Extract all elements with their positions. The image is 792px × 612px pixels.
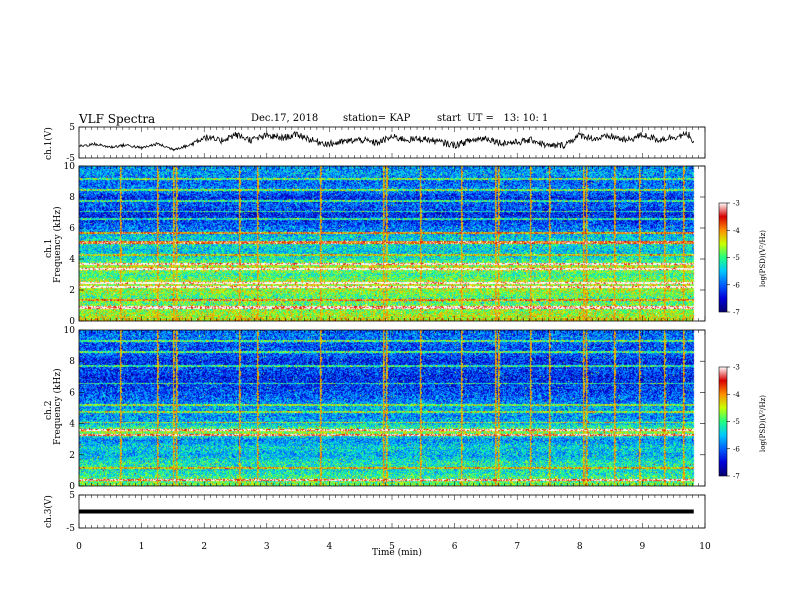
colorbar-2	[718, 366, 728, 477]
ch1-frequency-ylabel: Frequency (kHz)	[53, 206, 63, 283]
y-tick-label: 8	[69, 193, 75, 203]
date-label: Dec.17, 2018	[251, 113, 319, 124]
ch1-voltage-ylabel: ch.1(V)	[44, 127, 54, 160]
y-tick-label: -5	[66, 524, 75, 534]
y-tick-label: -5	[66, 154, 75, 164]
spectrogram-ch1	[79, 166, 705, 321]
x-tick-label: 0	[76, 542, 82, 552]
y-tick-label: 2	[69, 451, 75, 461]
y-tick-label: 10	[64, 326, 76, 336]
colorbar-tick-label: -3	[733, 200, 740, 208]
x-axis-label: Time (min)	[372, 548, 422, 558]
x-tick-label: 10	[699, 542, 711, 552]
x-tick-label: 9	[640, 542, 646, 552]
station-label: station= KAP	[343, 113, 411, 124]
x-tick-label: 1	[139, 542, 145, 552]
x-tick-label: 3	[264, 542, 270, 552]
colorbar-tick-label: -5	[733, 254, 740, 262]
ch1-voltage-trace	[78, 130, 695, 152]
colorbar-1	[718, 202, 728, 313]
ch2-frequency-ylabel: Frequency (kHz)	[53, 368, 63, 445]
y-tick-label: 5	[69, 123, 75, 133]
spectrogram-ch2	[79, 330, 705, 486]
y-tick-label: 5	[69, 491, 75, 501]
colorbar-tick-label: -7	[733, 309, 740, 317]
colorbar-1-label: log(PSD)(V²/Hz)	[759, 230, 767, 287]
colorbar-2-label: log(PSD)(V²/Hz)	[759, 395, 767, 452]
start-time-label: start UT = 13: 10: 1	[437, 113, 549, 124]
y-tick-label: 6	[69, 224, 75, 234]
colorbar-tick-label: -5	[733, 418, 740, 426]
y-tick-label: 0	[69, 317, 75, 327]
y-tick-label: 4	[69, 255, 75, 265]
x-tick-label: 4	[327, 542, 333, 552]
colorbar-tick-label: -3	[733, 364, 740, 372]
colorbar-tick-label: -6	[733, 281, 740, 289]
y-tick-label: 4	[69, 420, 75, 430]
y-tick-label: 2	[69, 286, 75, 296]
colorbar-tick-label: -6	[733, 445, 740, 453]
colorbar-tick-label: -4	[733, 227, 740, 235]
chart-title: VLF Spectra	[79, 112, 156, 126]
x-tick-label: 8	[577, 542, 583, 552]
colorbar-tick-label: -4	[733, 391, 740, 399]
x-tick-label: 5	[389, 542, 395, 552]
x-tick-label: 7	[514, 542, 520, 552]
y-tick-label: 10	[64, 162, 76, 172]
x-tick-label: 2	[201, 542, 207, 552]
ch3-voltage-ylabel: ch.3(V)	[44, 495, 54, 528]
y-tick-label: 6	[69, 388, 75, 398]
colorbar-tick-label: -7	[733, 473, 740, 481]
x-tick-label: 6	[452, 542, 458, 552]
y-tick-label: 8	[69, 357, 75, 367]
y-tick-label: 0	[69, 482, 75, 492]
